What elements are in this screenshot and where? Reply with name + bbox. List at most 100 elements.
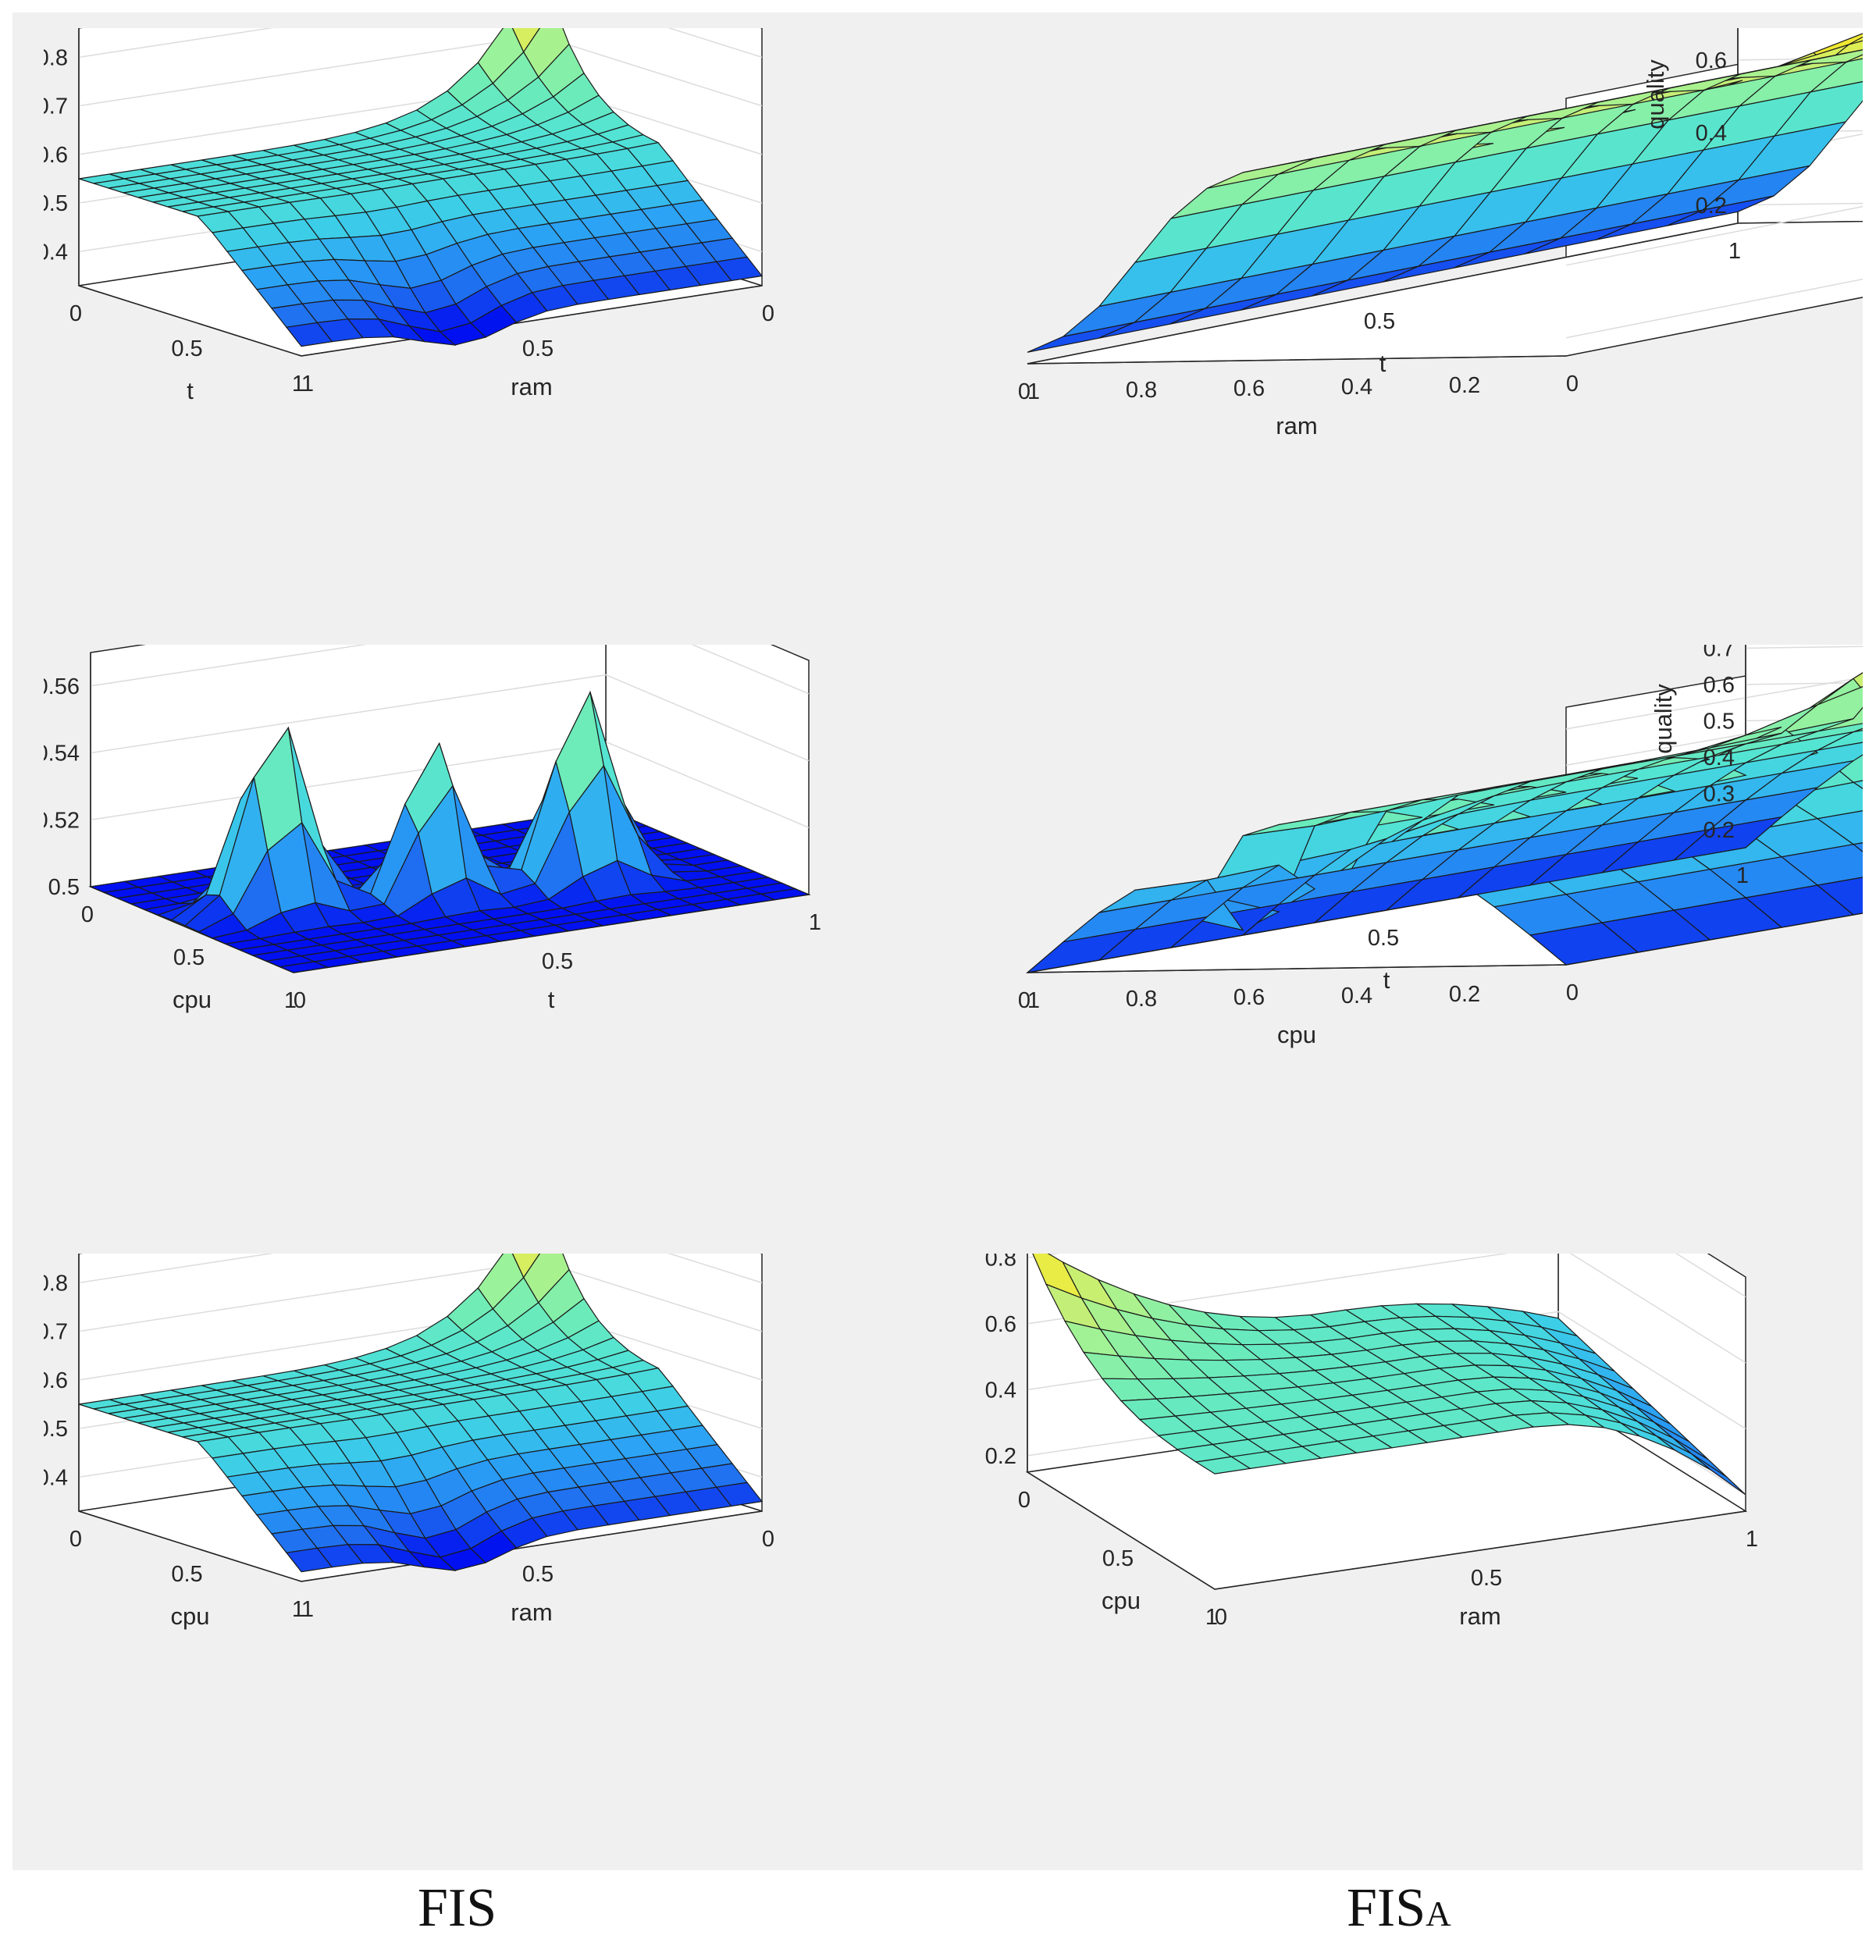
b-tick-label: 0.5 [171, 1562, 202, 1587]
z-gridline [1565, 677, 1863, 730]
a-tick-label: 0 [1566, 980, 1579, 1005]
z-axis-label: quality [1650, 684, 1677, 754]
b-axis-label: cpu [171, 1603, 210, 1630]
z-gridline [1027, 1254, 1746, 1364]
a-tick-label: 0 [1215, 1605, 1227, 1630]
a-axis-line [1027, 964, 1567, 973]
a-tick-label: 0.6 [1233, 985, 1265, 1010]
surface-mesh [1032, 1254, 1746, 1496]
surface-plot-fisa-ram-t: 0.20.40.60.8quality10.80.60.40.20ram00.5… [1018, 28, 1863, 439]
z-tick-label: 0.3 [1703, 781, 1735, 806]
z-gridline [78, 1254, 763, 1284]
b-tick-label: 0 [69, 1527, 82, 1552]
caption-fis: FIS [418, 1877, 497, 1940]
surface-mesh [78, 28, 764, 347]
b-axis-label: t [187, 377, 194, 404]
surface-mesh [1025, 672, 1863, 973]
b-axis-label: cpu [173, 986, 212, 1013]
a-axis-line [1027, 355, 1567, 365]
z-tick-label: 0.5 [48, 875, 80, 900]
a-tick-label: 1 [301, 1597, 314, 1622]
z-tick-label: 0.52 [44, 808, 80, 833]
a-tick-label: 0 [762, 301, 774, 326]
z-tick-label: 0.2 [1703, 818, 1735, 843]
z-tick-label: 0.2 [985, 1444, 1016, 1469]
b-tick-label: 0.5 [173, 945, 205, 970]
a-axis-line [301, 1510, 763, 1582]
z-gridline [90, 674, 810, 762]
a-tick-label: 0.6 [1233, 376, 1265, 401]
a-tick-label: 1 [301, 372, 314, 397]
surface-facet [285, 1547, 333, 1573]
z-tick-label: 0.6 [1703, 673, 1735, 698]
b-tick-label: 0 [1018, 379, 1031, 404]
a-tick-label: 0.4 [1341, 984, 1372, 1008]
z-tick-label: 0.6 [985, 1312, 1016, 1337]
z-tick-label: 0.4 [1696, 121, 1727, 146]
b-tick-label: 0 [1018, 1488, 1031, 1513]
z-gridline [1565, 130, 1863, 266]
a-tick-label: 0.8 [1126, 987, 1157, 1012]
z-tick-label: 0.2 [1696, 194, 1727, 219]
a-tick-label: 0.4 [1341, 375, 1372, 400]
z-tick-label: 0.54 [44, 742, 80, 767]
a-tick-label: 0.8 [1126, 378, 1157, 403]
z-tick-label: 0.4 [1703, 745, 1735, 770]
z-axis-label: quality [1642, 59, 1669, 130]
b-tick-label: 1 [1728, 239, 1741, 264]
z-gridline [78, 28, 763, 59]
b-axis-line [1027, 1471, 1216, 1590]
a-tick-label: 1 [1746, 1527, 1758, 1552]
b-tick-label: 0 [81, 902, 94, 927]
surface-mesh [1027, 33, 1863, 353]
a-axis-line [1214, 1510, 1746, 1590]
z-tick-label: 0.4 [44, 240, 68, 265]
a-axis-line [301, 285, 763, 357]
surface-plot-fisa-cpu-t: 0.20.30.40.50.60.70.8quality10.80.60.40.… [1018, 645, 1863, 1048]
a-tick-label: 1 [1027, 379, 1040, 404]
surface-facet [1194, 1456, 1251, 1474]
b-tick-label: 1 [1736, 863, 1749, 888]
b-tick-label: 0.5 [171, 336, 202, 361]
z-tick-label: 0.8 [44, 1271, 68, 1296]
a-tick-label: 1 [809, 910, 821, 935]
b-axis-label: t [1379, 350, 1387, 377]
caption-fisa-subscript: A [1426, 1894, 1451, 1933]
a-tick-label: 0.5 [522, 336, 554, 361]
a-axis-label: ram [511, 1599, 552, 1626]
b-tick-label: 0 [1018, 988, 1031, 1013]
surface-mesh [78, 1254, 764, 1573]
z-tick-label: 0.7 [44, 1320, 68, 1345]
b-tick-label: 1 [1205, 1605, 1218, 1630]
b-axis-label: t [1383, 966, 1390, 994]
a-axis-label: cpu [1277, 1021, 1316, 1048]
surface-facet [1027, 322, 1135, 353]
surface-facet [1025, 928, 1137, 973]
a-axis-label: ram [511, 373, 552, 400]
z-tick-label: 0.6 [1696, 48, 1727, 73]
b-tick-label: 1 [292, 1597, 304, 1622]
a-tick-label: 0 [1566, 372, 1579, 397]
a-tick-label: 0.5 [522, 1562, 554, 1587]
caption-fisa-text: FIS [1347, 1878, 1426, 1938]
z-tick-label: 0.56 [44, 674, 80, 699]
z-tick-label: 0.5 [1703, 709, 1735, 734]
b-tick-label: 1 [292, 372, 304, 397]
surface-facet [285, 322, 333, 347]
a-tick-label: 1 [1027, 988, 1040, 1013]
b-axis-line [1027, 222, 1739, 365]
b-tick-label: 0.5 [1102, 1546, 1134, 1571]
caption-fis-text: FIS [418, 1878, 497, 1938]
b-axis-line [78, 285, 302, 357]
surface-mesh [88, 690, 811, 973]
z-tick-label: 0.8 [44, 45, 68, 70]
b-tick-label: 1 [284, 988, 297, 1013]
a-tick-label: 0.5 [542, 949, 573, 974]
surface-facet [278, 961, 330, 973]
z-tick-label: 0.4 [985, 1378, 1016, 1403]
